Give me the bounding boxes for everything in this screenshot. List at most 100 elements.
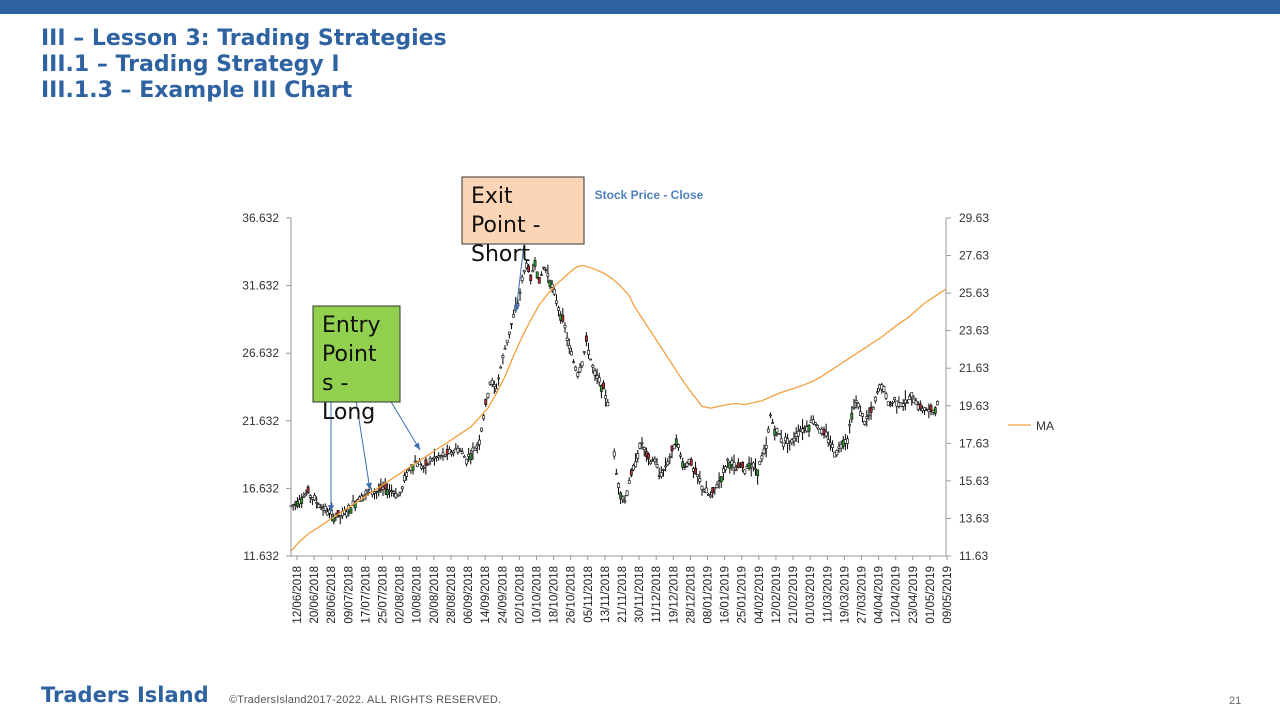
- entry-points-box: [312, 305, 401, 403]
- candlestick: [394, 487, 398, 500]
- candle-body: [480, 427, 483, 432]
- candlestick: [542, 266, 545, 271]
- entry-arrow-2-head: [365, 482, 372, 490]
- candle-body: [741, 461, 745, 469]
- candlestick: [814, 422, 817, 427]
- candle-body: [418, 461, 421, 465]
- candle-body: [655, 464, 659, 468]
- candle-body: [486, 392, 490, 398]
- candlestick: [510, 322, 513, 330]
- candlestick: [338, 515, 342, 525]
- candle-body: [503, 347, 507, 350]
- candle-body: [452, 450, 456, 454]
- candle-body: [677, 444, 680, 448]
- candlestick: [751, 461, 755, 472]
- candle-body: [796, 431, 800, 437]
- candlestick: [743, 469, 747, 476]
- candle-body: [450, 452, 453, 455]
- candle-body: [475, 443, 479, 447]
- candlestick: [754, 458, 757, 476]
- candle-body: [846, 438, 849, 444]
- candlestick: [790, 438, 794, 446]
- candlestick: [891, 400, 894, 407]
- candle-body: [405, 472, 408, 477]
- x-tick-label: 21/11/2018: [617, 566, 629, 623]
- candlestick: [345, 509, 349, 519]
- candle-body: [555, 300, 558, 304]
- candle-body: [906, 402, 909, 404]
- candle-body: [398, 491, 402, 494]
- candlestick: [679, 451, 682, 460]
- entry-arrow-3: [389, 399, 421, 451]
- candle-body: [447, 448, 451, 454]
- candlestick: [574, 365, 578, 372]
- candlestick: [649, 459, 653, 465]
- candlestick: [548, 279, 552, 290]
- x-tick-label: 02/10/2018: [514, 566, 526, 624]
- candlestick: [505, 339, 509, 346]
- candlestick: [640, 437, 644, 450]
- candlestick: [876, 388, 879, 395]
- candlestick: [497, 374, 501, 386]
- candlestick: [525, 259, 528, 270]
- candlestick: [779, 429, 783, 444]
- candle-body: [606, 402, 610, 407]
- candlestick: [683, 463, 687, 471]
- candlestick: [302, 492, 306, 498]
- candle-body: [829, 442, 832, 446]
- candle-body: [751, 462, 755, 468]
- candlestick: [758, 460, 762, 465]
- y-left-tick-label: 16.632: [242, 481, 279, 495]
- candle-body: [903, 399, 907, 404]
- x-tick-label: 28/06/2018: [326, 566, 338, 624]
- candlestick: [531, 263, 535, 273]
- candle-body: [604, 395, 608, 399]
- candle-body: [779, 438, 783, 443]
- x-tick-label: 20/06/2018: [309, 566, 321, 624]
- candle-body: [430, 458, 434, 462]
- candle-body: [291, 504, 295, 506]
- entry-arrow-2: [355, 399, 371, 491]
- candle-body: [647, 453, 650, 460]
- x-tick-label: 26/10/2018: [566, 566, 578, 624]
- candlestick: [668, 453, 672, 465]
- exit-arrow-head: [513, 304, 520, 312]
- candlestick: [882, 385, 886, 394]
- candlestick: [801, 419, 804, 441]
- candlestick: [546, 264, 550, 284]
- candle-body: [936, 400, 939, 406]
- candlestick: [923, 407, 926, 415]
- y-left-tick-label: 21.632: [242, 414, 279, 428]
- candlestick: [480, 427, 483, 433]
- x-tick-label: 10/10/2018: [531, 566, 543, 624]
- candle-body: [850, 412, 854, 420]
- ma-line: [290, 264, 947, 552]
- candle-body: [572, 361, 575, 364]
- candle-body: [713, 487, 717, 490]
- candlestick: [570, 347, 573, 356]
- candle-body: [614, 473, 618, 475]
- candlestick: [469, 449, 473, 465]
- candlestick: [621, 495, 625, 504]
- exit-label-line: Point -: [471, 213, 541, 238]
- candle-body: [589, 358, 593, 361]
- candle-body: [323, 506, 327, 511]
- candlestick: [484, 398, 488, 408]
- candlestick: [593, 367, 597, 381]
- candle-body: [315, 502, 319, 504]
- candle-body: [929, 405, 933, 412]
- candlestick: [698, 470, 702, 485]
- candle-body: [617, 483, 620, 488]
- candle-body: [499, 366, 503, 369]
- candle-body: [593, 370, 597, 376]
- candlestick: [450, 449, 453, 457]
- candlestick: [696, 474, 700, 485]
- candle-body: [527, 265, 530, 273]
- candle-body: [332, 515, 336, 522]
- candlestick: [520, 274, 524, 284]
- candle-body: [302, 495, 306, 498]
- candle-body: [863, 420, 867, 425]
- candle-body: [587, 349, 590, 355]
- candle-body: [533, 260, 537, 267]
- x-tick-label: 25/07/2018: [378, 566, 390, 624]
